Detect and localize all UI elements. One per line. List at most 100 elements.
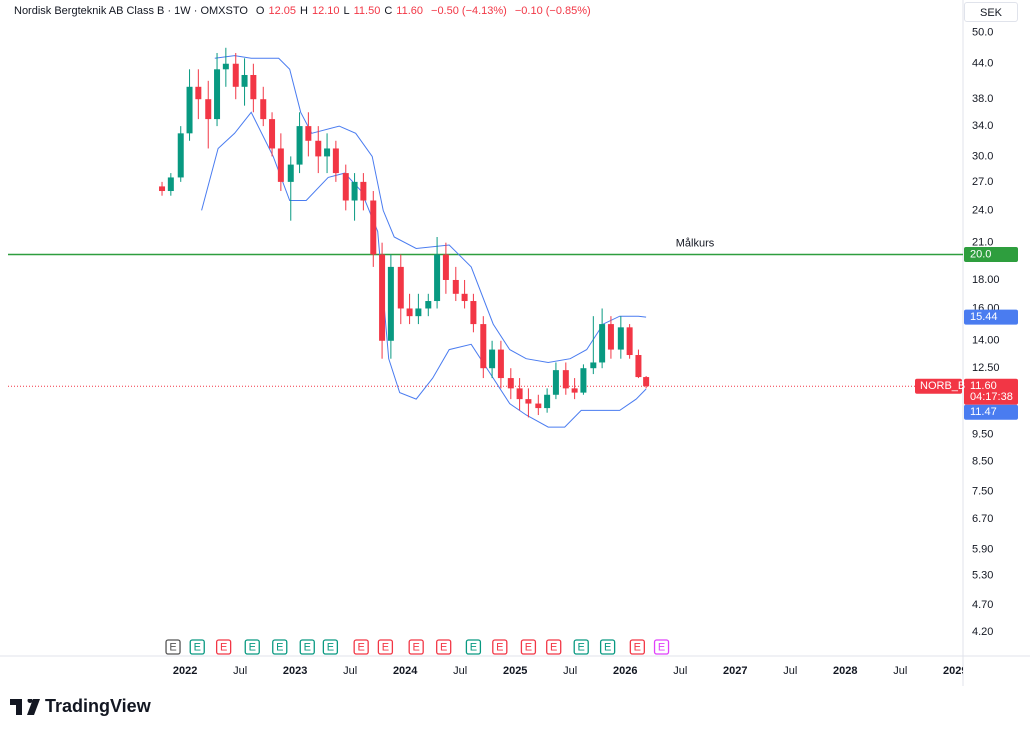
y-tick-label: 38.0	[972, 93, 993, 105]
y-tick-label: 4.70	[972, 599, 993, 611]
candle-body	[643, 377, 650, 387]
candle-body	[397, 266, 404, 309]
y-tick-label: 6.70	[972, 513, 993, 525]
earnings-label: E	[276, 641, 283, 653]
earnings-badge	[353, 639, 369, 655]
candle-body	[351, 181, 358, 201]
candle-body	[205, 99, 212, 120]
ohlc-value: 12.10	[311, 5, 340, 17]
earnings-badge	[299, 639, 315, 655]
earnings-label: E	[304, 641, 311, 653]
earnings-badge	[322, 639, 339, 655]
candle-body	[626, 327, 633, 356]
candle-body	[452, 279, 459, 294]
candle-body	[480, 324, 487, 369]
ohlc-key: O	[255, 5, 265, 17]
y-tick-label: 24.0	[972, 204, 993, 216]
earnings-label: E	[194, 641, 201, 653]
candle-body	[186, 86, 193, 134]
upper-band-label-box	[964, 309, 1018, 325]
earnings-badge	[189, 639, 205, 655]
earnings-badge	[244, 639, 260, 655]
x-tick-label: 2025	[503, 665, 527, 677]
candle-body	[387, 266, 394, 341]
lower-band-label-box	[964, 404, 1018, 420]
y-tick-label: 5.90	[972, 544, 993, 556]
earnings-badge	[408, 639, 424, 655]
x-tick-label: Jul	[563, 665, 577, 677]
earnings-badge	[573, 639, 589, 655]
candle-body	[260, 99, 267, 120]
x-tick-label: 2026	[613, 665, 637, 677]
candle-body	[287, 164, 294, 182]
symbol-title: Nordisk Bergteknik AB Class B · 1W · OMX…	[14, 5, 248, 17]
earnings-badge	[215, 639, 232, 655]
currency-button[interactable]: SEK	[964, 2, 1018, 22]
y-tick-label: 44.0	[972, 58, 993, 70]
lower-band-label: 11.47	[970, 406, 997, 418]
last-price-label: 11.60	[970, 380, 997, 392]
brand[interactable]: TradingView	[10, 696, 151, 717]
lower-band	[201, 111, 647, 428]
earnings-label: E	[358, 641, 365, 653]
x-tick-label: 2027	[723, 665, 747, 677]
ohlc-value: 11.60	[396, 5, 424, 17]
symbol-label: NORB_B	[920, 380, 965, 392]
candle-body	[434, 254, 441, 302]
candle-body	[415, 308, 422, 317]
candle-body	[442, 254, 449, 280]
earnings-label: E	[578, 641, 585, 653]
y-tick-label: 21.0	[972, 237, 993, 249]
earnings-badge	[653, 639, 670, 655]
x-tick-label: 2028	[833, 665, 857, 677]
candle-body	[232, 63, 239, 87]
candle-body	[177, 133, 184, 178]
candle-body	[342, 173, 349, 201]
x-tick-label: 2023	[283, 665, 307, 677]
brand-name: TradingView	[45, 696, 151, 716]
candle-body	[489, 349, 496, 369]
target-price-label-box	[964, 246, 1018, 262]
x-tick-label: Jul	[343, 665, 357, 677]
y-tick-label: 7.50	[972, 486, 993, 498]
ohlc-key: L	[343, 5, 350, 17]
candle-body	[580, 368, 587, 393]
candle-body	[461, 293, 468, 302]
candle-body	[195, 86, 202, 100]
chart: 50.044.038.034.030.027.024.021.018.0016.…	[0, 0, 1030, 686]
earnings-label: E	[382, 641, 389, 653]
earnings-badge	[165, 639, 181, 655]
candle-body	[507, 378, 514, 389]
earnings-label: E	[220, 641, 227, 653]
candle-body	[562, 370, 569, 389]
earnings-label: E	[525, 641, 532, 653]
x-tick-label: 2022	[173, 665, 197, 677]
candle-body	[525, 399, 532, 404]
ohlc-key: C	[384, 5, 393, 17]
earnings-badge	[520, 639, 537, 655]
earnings-label: E	[496, 641, 503, 653]
earnings-badge	[492, 639, 508, 655]
candle-body	[617, 327, 624, 350]
x-tick-label: 2029	[943, 665, 967, 677]
symbol-box	[915, 378, 962, 394]
ohlc-value: 11.50	[353, 5, 381, 17]
change: −0.10 (−0.85%)	[514, 5, 591, 17]
y-tick-label: 5.30	[972, 570, 993, 582]
x-tick-label: Jul	[233, 665, 247, 677]
earnings-label: E	[413, 641, 420, 653]
candle-body	[599, 324, 606, 363]
y-tick-label: 12.50	[972, 362, 1000, 374]
candle-body	[222, 63, 229, 70]
y-tick-label: 34.0	[972, 120, 993, 132]
candle-body	[167, 177, 174, 192]
candle-body	[296, 126, 303, 165]
candle-body	[370, 200, 377, 255]
ohlc-key: H	[300, 5, 308, 17]
earnings-label: E	[169, 641, 176, 653]
earnings-label: E	[440, 641, 447, 653]
x-tick-label: Jul	[893, 665, 907, 677]
y-tick-label: 4.20	[972, 626, 993, 638]
candle-body	[269, 119, 276, 149]
legend-header: Nordisk Bergteknik AB Class B · 1W · OMX…	[14, 5, 591, 17]
